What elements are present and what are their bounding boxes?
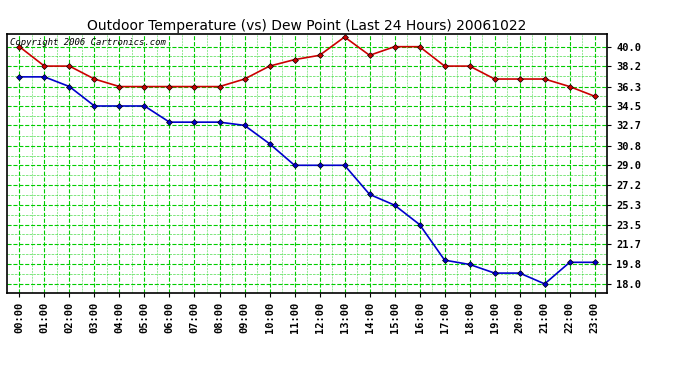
Title: Outdoor Temperature (vs) Dew Point (Last 24 Hours) 20061022: Outdoor Temperature (vs) Dew Point (Last… — [88, 19, 526, 33]
Text: Copyright 2006 Cartronics.com: Copyright 2006 Cartronics.com — [10, 38, 166, 46]
